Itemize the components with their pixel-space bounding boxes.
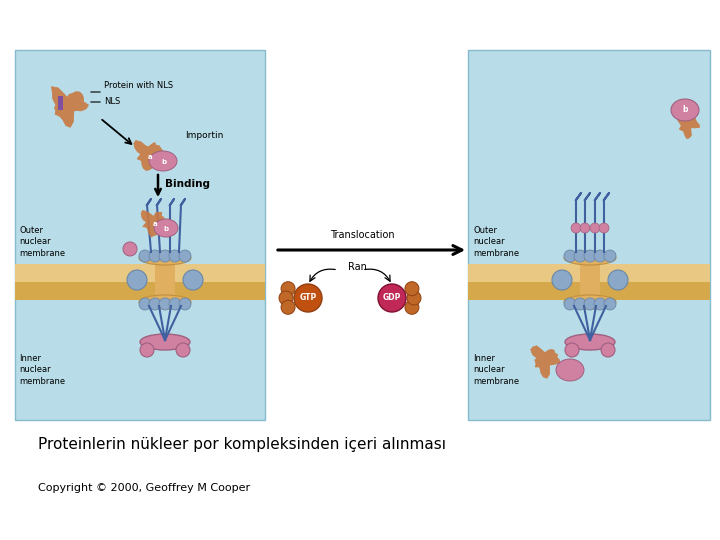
Ellipse shape (564, 295, 616, 309)
Text: Inner
nuclear
membrane: Inner nuclear membrane (19, 354, 65, 386)
Text: b: b (163, 226, 168, 232)
Polygon shape (141, 211, 166, 237)
Bar (58, 96, 63, 110)
Ellipse shape (154, 219, 178, 237)
Text: GDP: GDP (383, 294, 401, 302)
Circle shape (405, 282, 419, 296)
Circle shape (281, 282, 295, 296)
Ellipse shape (140, 334, 190, 350)
Circle shape (594, 298, 606, 310)
Circle shape (139, 298, 151, 310)
Circle shape (601, 343, 615, 357)
Circle shape (604, 298, 616, 310)
Circle shape (176, 343, 190, 357)
Circle shape (127, 270, 147, 290)
Text: Inner
nuclear
membrane: Inner nuclear membrane (473, 354, 519, 386)
Circle shape (590, 223, 600, 233)
Text: Importin: Importin (185, 131, 223, 139)
Text: Outer
nuclear
membrane: Outer nuclear membrane (473, 226, 519, 258)
Circle shape (608, 270, 628, 290)
Text: a: a (148, 154, 153, 160)
Circle shape (149, 298, 161, 310)
Bar (580, 260, 600, 300)
Bar (468, 264, 710, 286)
Circle shape (159, 298, 171, 310)
Circle shape (584, 298, 596, 310)
Bar (468, 50, 710, 420)
Text: b: b (161, 159, 166, 165)
Circle shape (604, 250, 616, 262)
Circle shape (564, 298, 576, 310)
Circle shape (378, 284, 406, 312)
Text: Copyright © 2000, Geoffrey M Cooper: Copyright © 2000, Geoffrey M Cooper (38, 483, 250, 493)
Circle shape (281, 300, 295, 314)
Circle shape (179, 298, 191, 310)
Bar (15, 264, 265, 286)
Text: Protein with NLS: Protein with NLS (104, 80, 173, 90)
Ellipse shape (139, 295, 191, 309)
Ellipse shape (556, 359, 584, 381)
Text: NLS: NLS (104, 98, 120, 106)
Circle shape (279, 291, 293, 305)
Circle shape (599, 223, 609, 233)
Circle shape (574, 298, 586, 310)
Bar (468, 282, 710, 300)
Text: a: a (153, 221, 157, 227)
Text: GTP: GTP (300, 294, 317, 302)
Circle shape (584, 250, 596, 262)
Text: Translocation: Translocation (330, 230, 395, 240)
Ellipse shape (671, 99, 699, 121)
Text: b: b (683, 105, 688, 114)
Polygon shape (531, 346, 559, 378)
Circle shape (294, 284, 322, 312)
Circle shape (123, 242, 137, 256)
Circle shape (183, 270, 203, 290)
Polygon shape (678, 116, 700, 139)
Circle shape (169, 298, 181, 310)
Ellipse shape (565, 334, 615, 350)
Circle shape (140, 343, 154, 357)
Ellipse shape (139, 251, 191, 265)
Ellipse shape (149, 151, 177, 171)
Text: Proteinlerin nükleer por kompleksinden içeri alınması: Proteinlerin nükleer por kompleksinden i… (38, 436, 446, 451)
Circle shape (169, 250, 181, 262)
Circle shape (565, 343, 579, 357)
Polygon shape (134, 140, 163, 171)
Circle shape (405, 300, 419, 314)
Circle shape (179, 250, 191, 262)
Circle shape (594, 250, 606, 262)
Circle shape (407, 291, 421, 305)
Ellipse shape (564, 251, 616, 265)
Bar (155, 260, 175, 300)
Text: Outer
nuclear
membrane: Outer nuclear membrane (19, 226, 65, 258)
Bar (15, 50, 265, 420)
Circle shape (149, 250, 161, 262)
Circle shape (159, 250, 171, 262)
Text: Binding: Binding (165, 179, 210, 189)
Text: Ran: Ran (348, 262, 367, 272)
Circle shape (139, 250, 151, 262)
Bar (15, 282, 265, 300)
Circle shape (580, 223, 590, 233)
Circle shape (574, 250, 586, 262)
Polygon shape (52, 86, 89, 127)
Circle shape (552, 270, 572, 290)
Circle shape (564, 250, 576, 262)
Circle shape (571, 223, 581, 233)
